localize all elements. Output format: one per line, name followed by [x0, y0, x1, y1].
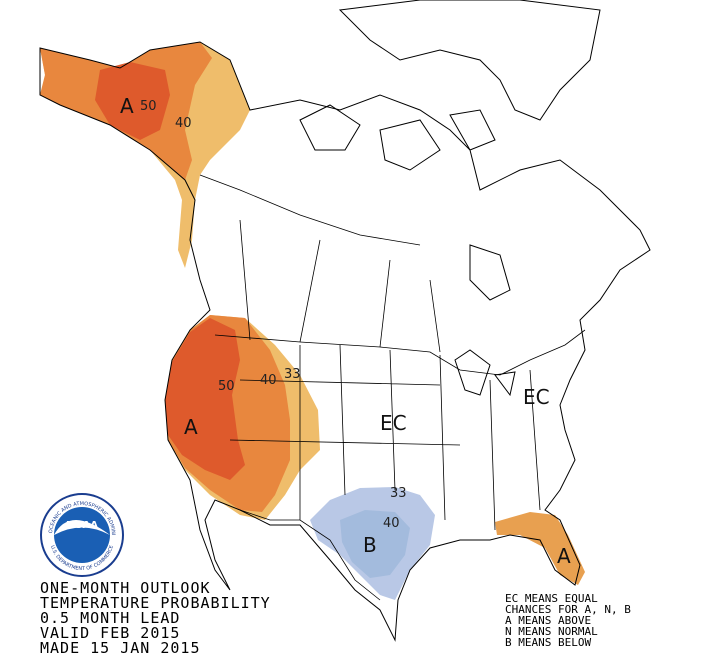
alaska-above-50	[95, 62, 170, 140]
coastline	[39, 41, 651, 642]
canada-boundary	[199, 174, 421, 246]
category-label: A	[184, 415, 198, 439]
contour-label: 40	[175, 116, 192, 131]
category-label: B	[363, 533, 377, 557]
contour-label: 33	[390, 486, 407, 501]
caption: ONE-MONTH OUTLOOK TEMPERATURE PROBABILIT…	[40, 579, 271, 657]
map-labels: A 50 40 50 40 33 A EC EC 33 40 B A	[120, 94, 571, 568]
hudson-bay	[469, 244, 511, 301]
geography	[39, 0, 651, 642]
caption-line: TEMPERATURE PROBABILITY	[40, 594, 271, 612]
legend-line: B MEANS BELOW	[505, 636, 591, 649]
contour-label: 40	[260, 373, 277, 388]
legend-line: A MEANS ABOVE	[505, 614, 591, 627]
legend-line: CHANCES FOR A, N, B	[505, 603, 631, 616]
logo-disc	[54, 507, 110, 563]
province-borders	[239, 219, 441, 353]
us-canada-border	[214, 329, 586, 376]
category-label: EC	[380, 411, 407, 435]
caption-line: 0.5 MONTH LEAD	[40, 609, 180, 627]
us-mexico-border	[239, 509, 381, 601]
caption-line: ONE-MONTH OUTLOOK	[40, 579, 211, 597]
great-lakes	[454, 349, 516, 397]
legend-line: EC MEANS EQUAL	[505, 592, 598, 605]
west-above-50	[165, 318, 245, 480]
contour-label: 33	[284, 367, 301, 382]
legend-line: N MEANS NORMAL	[505, 625, 598, 638]
arctic-islands	[299, 104, 496, 171]
state-borders	[229, 344, 541, 531]
category-label: EC	[523, 385, 550, 409]
texas-below-40	[340, 510, 410, 578]
contour-label: 40	[383, 516, 400, 531]
probability-regions	[40, 42, 585, 600]
contour-label: 50	[218, 379, 235, 394]
contour-label: 50	[140, 99, 157, 114]
logo-gull	[54, 520, 110, 535]
category-label: A	[120, 94, 134, 118]
caption-line: VALID FEB 2015	[40, 624, 180, 642]
caption-line: MADE 15 JAN 2015	[40, 639, 201, 657]
logo-name: NOAA	[66, 520, 98, 531]
florida-above	[495, 512, 585, 585]
category-label: A	[557, 544, 571, 568]
greenland	[338, 0, 601, 121]
legend: EC MEANS EQUAL CHANCES FOR A, N, B A MEA…	[505, 592, 631, 649]
